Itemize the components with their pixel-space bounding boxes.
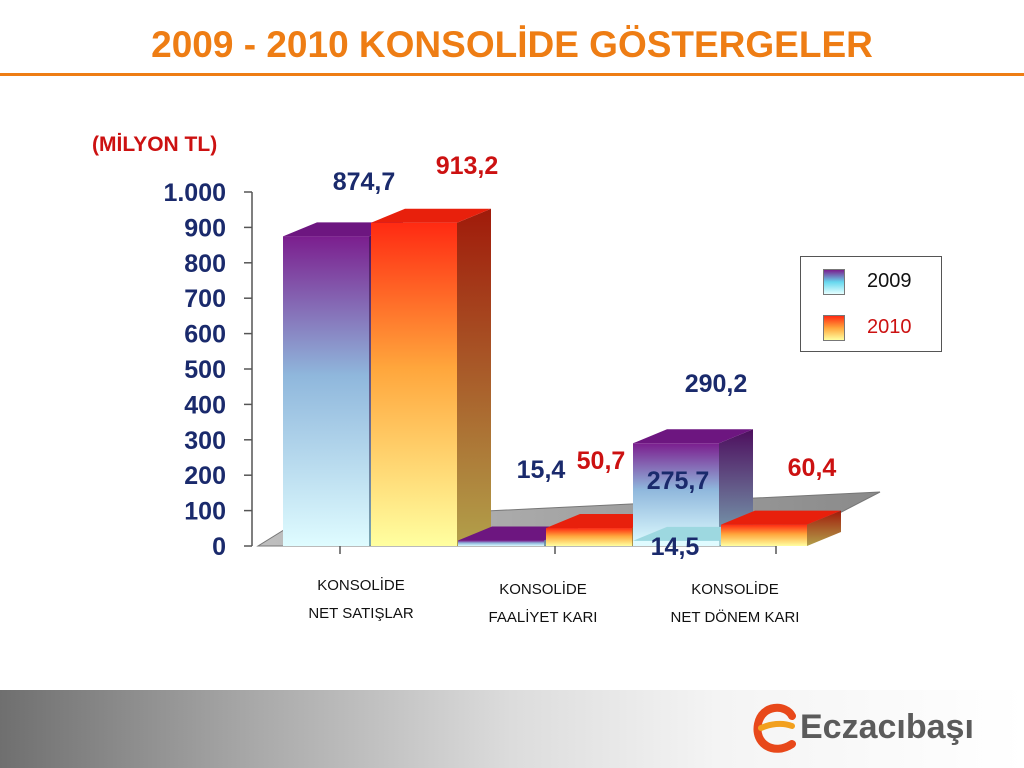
y-tick-label: 0 <box>212 533 226 561</box>
title-divider <box>0 73 1024 76</box>
bar-2009-net-satislar <box>283 236 369 546</box>
y-tick-label: 400 <box>184 391 226 419</box>
data-label-net-donem-kari-290: 290,2 <box>685 370 748 398</box>
data-label-2010-net-donem-kari: 60,4 <box>788 454 837 482</box>
data-label-net-donem-kari-275: 275,7 <box>647 467 710 495</box>
y-tick-label: 600 <box>184 321 226 349</box>
footer-band <box>0 690 1024 768</box>
data-label-2009-net-satislar: 874,7 <box>333 168 396 196</box>
bar-2009-net-donem-kari <box>633 540 719 546</box>
y-tick-label: 500 <box>184 356 226 384</box>
unit-label: (MİLYON TL) <box>92 133 218 156</box>
bar-2010-faaliyet-kari <box>546 528 632 546</box>
bar-2009-faaliyet-kari <box>458 540 544 546</box>
x-category-label-line: NET DÖNEM KARI <box>670 609 800 626</box>
page-title: 2009 - 2010 KONSOLİDE GÖSTERGELER <box>151 24 873 65</box>
x-category-label-line: NET SATIŞLAR <box>308 605 414 622</box>
x-category-label-line: KONSOLİDE <box>691 581 779 598</box>
bar-2010-net-satislar <box>371 222 457 546</box>
y-tick-label: 100 <box>184 498 226 526</box>
y-tick-label: 200 <box>184 462 226 490</box>
data-label-2010-net-satislar: 913,2 <box>436 152 499 180</box>
chart-legend: 2009 2010 <box>800 256 942 352</box>
bar-chart: 0 100 200 300 400 500 600 700 800 900 1.000 874,7 9… <box>163 152 881 561</box>
legend-label-2010: 2010 <box>867 316 912 338</box>
y-tick-label: 1.000 <box>163 179 226 207</box>
y-tick-label: 900 <box>184 214 226 242</box>
x-category-label-line: FAALİYET KARI <box>488 609 598 626</box>
data-label-2009-faaliyet-kari: 15,4 <box>517 456 566 484</box>
y-tick-label: 700 <box>184 285 226 313</box>
bar-2010-net-donem-kari-top <box>721 510 841 525</box>
data-label-2009-net-donem-kari: 14,5 <box>651 533 700 561</box>
bar-2010-net-donem-kari-side <box>807 510 841 546</box>
y-tick-label: 800 <box>184 250 226 278</box>
legend-swatch-2009 <box>823 269 845 295</box>
x-category-label-line: KONSOLİDE <box>317 577 405 594</box>
legend-label-2009: 2009 <box>867 270 912 292</box>
x-category-label: KONSOLİDE NET SATIŞLAR <box>251 572 471 628</box>
bar-2010-net-satislar-side <box>457 208 491 546</box>
bar-2010-net-donem-kari <box>721 524 807 546</box>
legend-swatch-2010 <box>823 315 845 341</box>
eczacibasi-e-logo-icon <box>753 703 796 753</box>
x-category-label: KONSOLİDE FAALİYET KARI <box>433 576 653 632</box>
bar-2009-net-donem-kari-back-top <box>633 429 753 444</box>
brand-logo: Eczacıbaşı <box>752 700 1002 758</box>
brand-name: Eczacıbaşı <box>800 708 974 746</box>
x-category-label-line: KONSOLİDE <box>499 581 587 598</box>
bar-2010-net-satislar-top <box>371 208 491 223</box>
y-tick-label: 300 <box>184 427 226 455</box>
x-category-label: KONSOLİDE NET DÖNEM KARI <box>625 576 845 632</box>
data-label-2010-faaliyet-kari: 50,7 <box>577 447 626 475</box>
